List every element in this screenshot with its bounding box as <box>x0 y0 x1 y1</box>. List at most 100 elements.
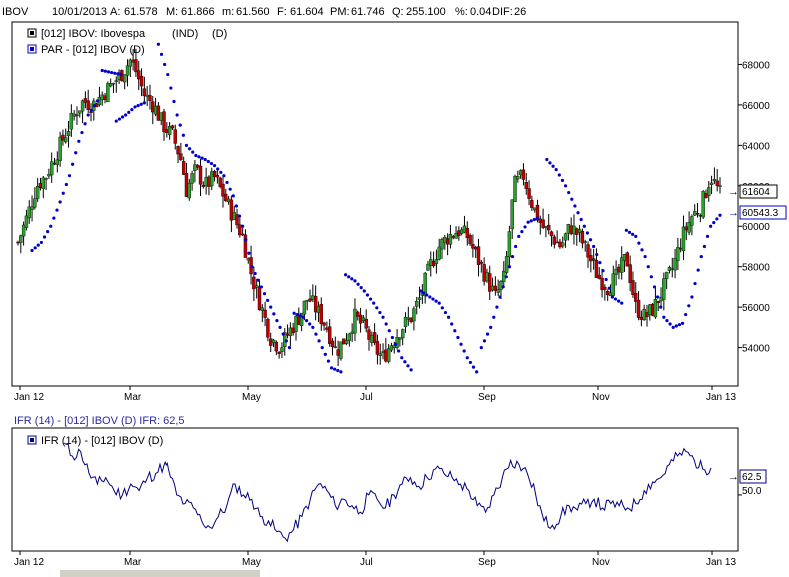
candle-down <box>327 326 332 344</box>
par-dot <box>665 319 669 323</box>
par-dot <box>598 261 602 265</box>
par-dot <box>197 155 201 159</box>
candle-down <box>384 349 388 362</box>
par-dot <box>241 224 245 228</box>
ifr-ref-label: 50.0 <box>742 486 762 497</box>
candle-down <box>476 246 481 265</box>
candle-down <box>356 311 360 317</box>
par-dot <box>272 312 276 316</box>
par-dot <box>117 117 121 121</box>
ifr-last-tag: 62.5 → 50.0 <box>728 469 767 497</box>
candle-up <box>622 254 627 261</box>
price-y-tick-label: 60000 <box>742 222 770 233</box>
candle-up <box>49 161 54 176</box>
par-dot <box>627 230 632 234</box>
candle-down <box>715 180 719 186</box>
par-dot <box>471 365 476 369</box>
candle-down <box>325 327 329 330</box>
candle-down <box>243 234 248 258</box>
candle-down <box>235 214 239 226</box>
candle-down <box>342 338 346 345</box>
legend-swatch-ibov-inner <box>30 31 34 35</box>
par-dot <box>194 153 198 158</box>
par-dot <box>529 219 533 223</box>
par-dot <box>368 297 373 301</box>
par-dot <box>570 197 574 201</box>
candle-down <box>134 59 138 73</box>
candle-down <box>330 340 335 347</box>
ifr-x-tick-label: Nov <box>592 557 610 568</box>
par-dot <box>130 108 134 112</box>
par-dot <box>33 246 37 250</box>
par-dot <box>640 248 644 252</box>
candle-up <box>429 259 433 266</box>
candle-down <box>61 134 65 141</box>
price-y-tick-label: 58000 <box>742 263 770 274</box>
par-dot <box>375 306 379 310</box>
candle-up <box>516 176 520 180</box>
par-dot <box>649 275 653 279</box>
par-dot <box>39 240 44 245</box>
candle-down <box>86 100 90 110</box>
par-dot <box>554 168 558 172</box>
candle-down <box>547 224 551 231</box>
par-dot <box>604 277 608 282</box>
par-dot <box>64 182 68 187</box>
par-dot <box>305 319 309 323</box>
par-dot <box>362 289 366 293</box>
candle-up <box>443 237 447 243</box>
par-dot <box>30 248 34 253</box>
par-dot <box>166 72 170 77</box>
par-dot <box>320 345 324 350</box>
price-candles <box>16 48 722 367</box>
par-dot <box>212 163 217 168</box>
par-dot <box>200 156 204 160</box>
par-dot <box>203 157 207 162</box>
candle-up <box>415 301 419 307</box>
candle-up <box>350 331 354 334</box>
ifr-x-tick-label: Sep <box>478 557 496 568</box>
candle-up <box>69 113 74 130</box>
par-dot <box>489 325 493 329</box>
candle-up <box>434 259 439 265</box>
candle-down <box>156 105 161 121</box>
par-dot <box>178 123 182 127</box>
header-q-value: 255.100 <box>406 6 446 18</box>
par-dot <box>378 310 382 315</box>
par-dot <box>234 204 238 208</box>
par-dot <box>284 339 288 343</box>
par-last-tag: 60543.3 → <box>728 205 787 220</box>
header-a-label: A: <box>110 6 120 18</box>
candle-down <box>541 219 545 228</box>
par-dot <box>705 234 710 238</box>
candle-down <box>170 125 175 129</box>
par-dot <box>498 295 502 299</box>
par-dot <box>323 352 327 356</box>
candle-up <box>389 345 394 351</box>
price-y-tick-label: 54000 <box>742 344 770 355</box>
candle-up <box>417 297 422 300</box>
candle-up <box>66 131 71 137</box>
candle-up <box>47 174 51 177</box>
candle-up <box>204 177 208 187</box>
par-dot <box>206 159 210 164</box>
par-dot <box>428 295 432 299</box>
header-mi-value: 61.560 <box>236 6 270 18</box>
candle-down <box>431 261 436 267</box>
candle-down <box>451 236 455 238</box>
candle-up <box>344 340 349 344</box>
par-dot <box>715 217 719 221</box>
candle-down <box>530 199 534 209</box>
price-y-tick-label: 68000 <box>742 60 770 71</box>
par-dot <box>662 315 666 319</box>
par-dot <box>465 356 469 360</box>
ifr-x-axis: Jan 12 Mar May Jul Sep Nov Jan 13 <box>14 551 736 568</box>
candle-up <box>311 295 315 300</box>
ifr-legend-swatch-inner <box>30 438 34 442</box>
par-dot <box>504 275 508 279</box>
par-dot <box>336 368 340 373</box>
par-dot <box>365 293 370 297</box>
candle-down <box>151 101 155 113</box>
candle-up <box>305 299 309 302</box>
